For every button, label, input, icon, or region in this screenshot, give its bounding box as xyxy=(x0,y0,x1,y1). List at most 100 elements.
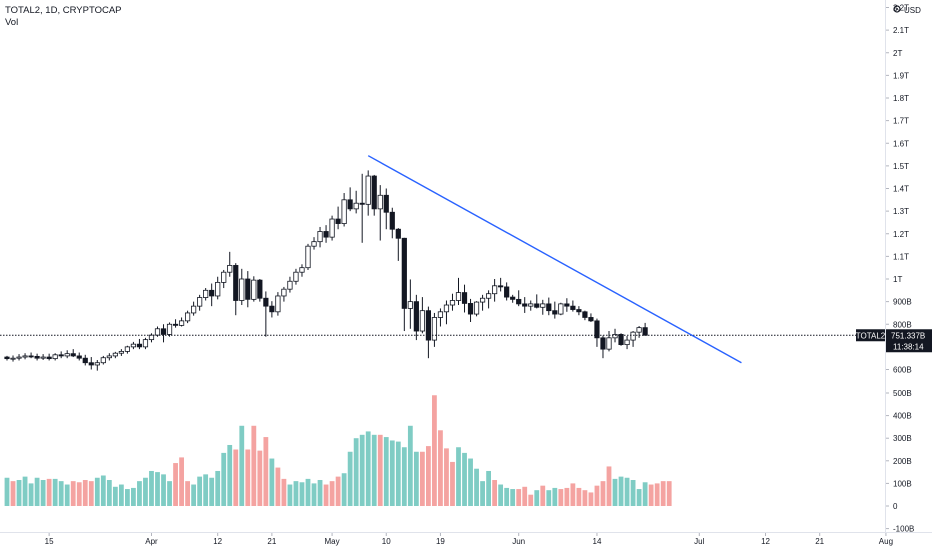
volume-bar xyxy=(311,483,317,506)
candle xyxy=(209,283,215,307)
volume-legend[interactable]: Vol xyxy=(5,17,19,28)
candle xyxy=(359,173,365,243)
candle xyxy=(443,300,450,325)
volume-bar xyxy=(167,481,172,506)
volume-bar xyxy=(221,452,227,506)
candle xyxy=(34,353,40,361)
volume-bar xyxy=(588,492,594,506)
volume-bar xyxy=(299,482,305,506)
candle-body xyxy=(215,281,221,297)
candle-body xyxy=(558,303,564,315)
volume-bar xyxy=(468,458,473,506)
candle-body xyxy=(160,328,167,335)
candle-body xyxy=(263,297,269,307)
candle xyxy=(130,341,137,350)
volume-bar xyxy=(552,487,558,506)
price-tick-label: 800B xyxy=(893,320,912,329)
candle xyxy=(58,351,64,359)
candle xyxy=(407,279,413,329)
volume-bar xyxy=(444,448,449,506)
candle xyxy=(251,276,257,302)
candle-body xyxy=(329,218,335,238)
candle xyxy=(335,206,341,230)
candle-body xyxy=(46,356,52,360)
candle xyxy=(136,338,143,350)
candle xyxy=(528,300,534,311)
candle xyxy=(46,353,52,361)
candle xyxy=(642,322,648,336)
price-tick-label: 1.9T xyxy=(893,71,909,80)
candle-body xyxy=(112,352,118,357)
volume-bar xyxy=(407,425,413,506)
volume-bar xyxy=(498,484,504,506)
volume-bar xyxy=(486,470,491,506)
candle xyxy=(4,355,10,361)
volume-bar xyxy=(287,484,293,506)
volume-bar xyxy=(215,470,221,506)
candle xyxy=(624,336,630,350)
candle xyxy=(467,298,474,322)
candle-body xyxy=(70,353,76,357)
price-tick-label: 1.2T xyxy=(893,230,909,239)
time-tick-label: 21 xyxy=(815,537,824,546)
candle xyxy=(479,294,486,311)
volume-bar xyxy=(112,486,118,506)
candle-body xyxy=(510,296,516,300)
candle-body xyxy=(449,300,456,306)
candle-body xyxy=(419,310,425,332)
volume-bar xyxy=(52,478,58,506)
candle-body xyxy=(124,346,130,352)
price-tag-value: 751.337B xyxy=(891,331,925,340)
candle xyxy=(227,251,233,277)
volume-bar xyxy=(100,475,106,506)
candle xyxy=(245,271,251,308)
candle-body xyxy=(467,303,474,315)
candle xyxy=(197,294,203,311)
candle xyxy=(323,225,329,243)
candle xyxy=(425,306,432,359)
volume-bar xyxy=(269,458,275,506)
volume-bar xyxy=(275,467,281,506)
volume-bar xyxy=(612,478,618,506)
candle xyxy=(28,352,34,359)
candle-body xyxy=(317,231,323,243)
candle xyxy=(377,185,383,241)
trend-line[interactable] xyxy=(367,155,742,364)
candle xyxy=(287,276,293,293)
candle-body xyxy=(10,357,16,360)
volume-bar xyxy=(335,476,341,506)
volume-bar xyxy=(329,481,335,506)
price-axis[interactable]: 2.2T 2.1T 2T 1.9T 1.8T 1.7T 1.6T 1.5T 1.4T 1.3T 1.… xyxy=(886,4,912,375)
volume-bar xyxy=(438,430,443,506)
symbol-legend[interactable]: TOTAL2, 1D, CRYPTOCAP xyxy=(5,5,122,16)
candle xyxy=(606,331,612,352)
price-tag xyxy=(886,329,932,353)
candle-body xyxy=(437,311,444,318)
volume-bar xyxy=(137,481,142,506)
volume-bar xyxy=(630,480,636,506)
candle xyxy=(221,269,227,289)
candle-body xyxy=(275,295,281,313)
volume-tick-label: 100B xyxy=(893,479,912,488)
candle-body xyxy=(221,271,227,283)
time-axis[interactable]: 15Apr1221May1019Jun14Jul1221Aug16 xyxy=(45,533,932,546)
volume-bar xyxy=(371,434,377,506)
candle xyxy=(154,326,161,337)
time-tick-label: 14 xyxy=(593,537,602,546)
symbol-tag xyxy=(856,329,885,342)
candle-body xyxy=(191,305,197,314)
candle xyxy=(215,276,221,300)
time-tick-label: Jul xyxy=(694,537,704,546)
candle xyxy=(389,207,395,239)
candle-body xyxy=(203,289,209,298)
candle xyxy=(82,354,88,366)
candle-body xyxy=(443,304,450,313)
gear-icon[interactable] xyxy=(893,5,901,13)
volume-bar xyxy=(365,431,371,506)
volume-bar xyxy=(28,483,34,506)
candle-body xyxy=(461,292,468,304)
candle-body xyxy=(353,202,359,210)
volume-bar xyxy=(383,437,389,506)
time-tick-label: Apr xyxy=(145,537,158,546)
